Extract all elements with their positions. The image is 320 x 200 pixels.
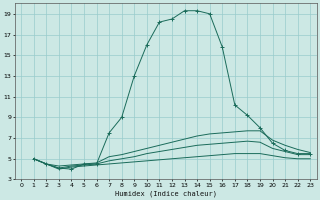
X-axis label: Humidex (Indice chaleur): Humidex (Indice chaleur) — [115, 190, 217, 197]
